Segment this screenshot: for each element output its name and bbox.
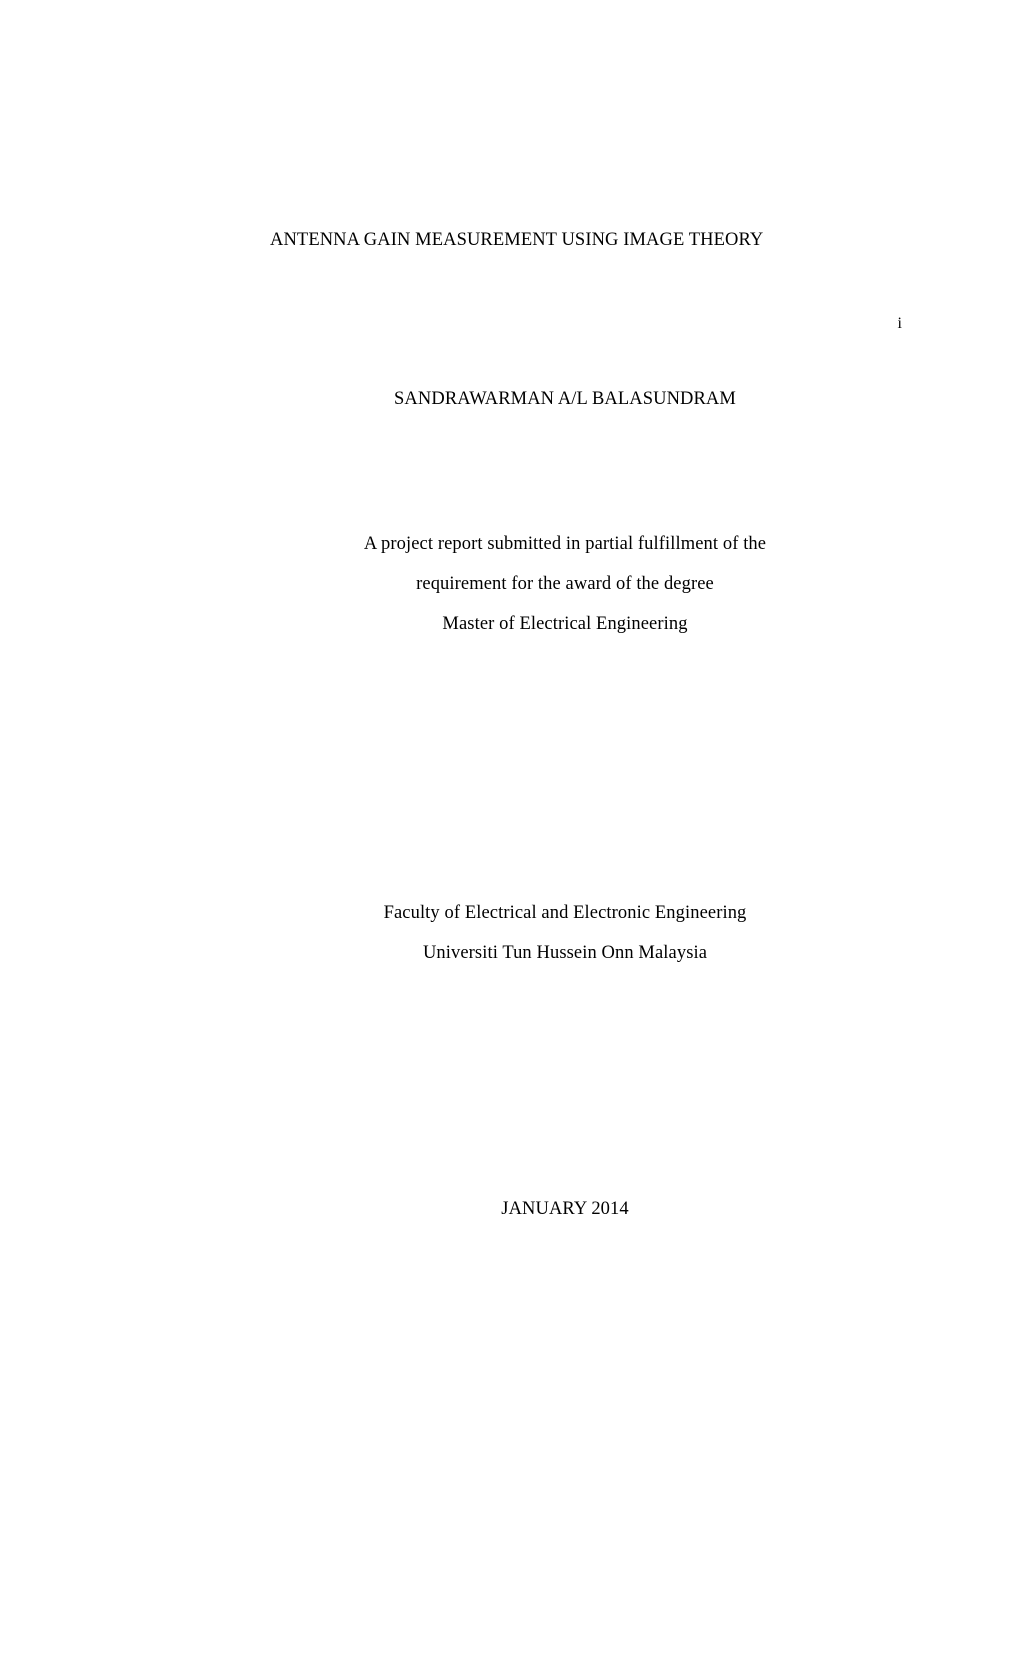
submission-line-3: Master of Electrical Engineering (270, 605, 860, 645)
faculty-statement: Faculty of Electrical and Electronic Eng… (270, 894, 860, 974)
author-name: SANDRAWARMAN A/L BALASUNDRAM (270, 389, 860, 410)
page: i ANTENNA GAIN MEASUREMENT USING IMAGE T… (0, 230, 1020, 1671)
submission-line-1: A project report submitted in partial fu… (270, 525, 860, 565)
report-title: ANTENNA GAIN MEASUREMENT USING IMAGE THE… (270, 230, 860, 251)
submission-statement: A project report submitted in partial fu… (270, 525, 860, 644)
submission-line-2: requirement for the award of the degree (270, 565, 860, 605)
report-date: JANUARY 2014 (270, 1199, 860, 1220)
faculty-line-1: Faculty of Electrical and Electronic Eng… (270, 894, 860, 934)
faculty-line-2: Universiti Tun Hussein Onn Malaysia (270, 934, 860, 974)
page-number: i (898, 315, 902, 333)
